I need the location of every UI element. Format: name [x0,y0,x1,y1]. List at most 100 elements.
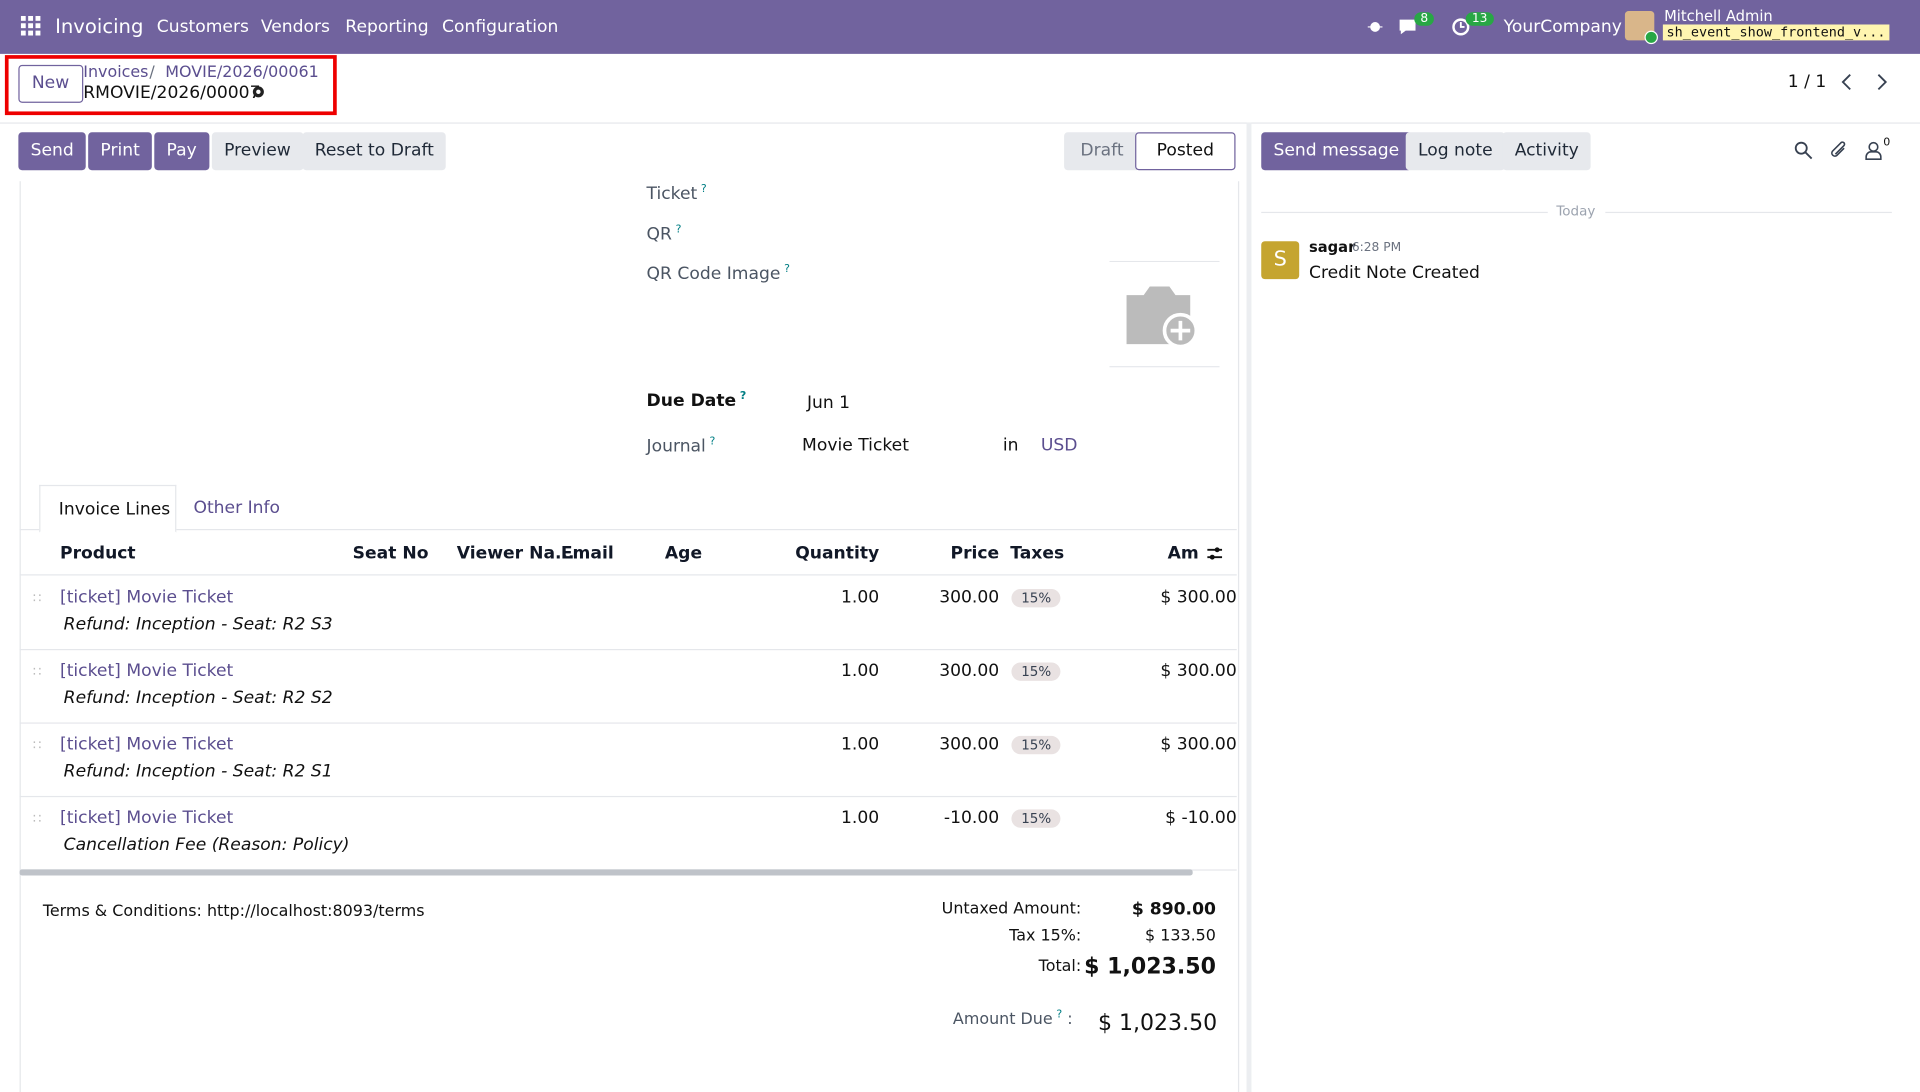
column-header[interactable]: Email [560,543,614,564]
message-body: Credit Note Created [1308,263,1480,283]
messages-badge: 8 [1414,12,1435,26]
currency[interactable]: USD [1040,435,1078,456]
action-button[interactable]: Print [88,132,153,171]
tooltip[interactable]: ? [739,390,747,403]
drag-handle[interactable]: ∷ [33,590,42,607]
tooltip[interactable]: ? [700,183,707,196]
followers-count: 0 [1883,137,1891,150]
breadcrumb[interactable]: Invoices [83,63,149,83]
total-label: Total: [1038,957,1082,976]
new-button[interactable]: New [18,64,83,103]
column-header[interactable]: Viewer Na... [456,543,575,564]
tab[interactable]: Other Info [193,498,281,518]
scrollbar [1246,122,1252,1092]
chatter-button[interactable]: Log note [1405,132,1505,171]
total-value: $ 1,023.50 [1097,1010,1218,1036]
drag-handle[interactable]: ∷ [33,663,42,680]
menu[interactable]: Customers [156,17,249,37]
gear-icon[interactable] [251,84,266,99]
price: 300.00 [939,734,1000,755]
attachment-icon[interactable] [1829,141,1849,161]
navbar: Invoicing Customers Vendors Reporting Co… [0,0,1920,54]
author-avatar[interactable]: S [1261,241,1300,280]
total-label: Amount Due? : [953,1009,1073,1029]
label-text: QR Code Image [646,264,781,284]
column-header[interactable]: Price [950,543,1000,564]
company[interactable]: YourCompany [1503,17,1622,37]
column-settings[interactable] [1206,545,1223,562]
row-divider [19,648,1237,651]
presence [1644,30,1658,45]
action-button[interactable]: Preview [211,132,304,171]
form-sheet [19,181,1240,1092]
column-header[interactable]: Quantity [795,543,880,564]
followers-icon[interactable] [1865,141,1882,161]
field-label: Due Date? [647,391,747,411]
row-divider [19,722,1237,724]
action-button[interactable]: Pay [154,132,210,171]
date-separator: Today [1556,203,1596,220]
description: Refund: Inception - Seat: R2 S3 [63,614,333,635]
menu[interactable]: Configuration [442,17,559,37]
column-header[interactable]: Am [1167,543,1199,564]
action-button[interactable]: Send [18,132,87,171]
quantity: 1.00 [841,587,880,608]
author[interactable]: sagar [1308,238,1356,256]
row-divider [19,795,1237,798]
tax: 15% [1011,662,1061,681]
product[interactable]: [ticket] Movie Ticket [60,661,234,681]
journal: Movie Ticket [802,435,909,456]
tooltip[interactable]: ? [1056,1008,1063,1022]
menu[interactable]: Vendors [260,17,330,37]
database: sh_event_show_frontend_v... [1662,24,1890,41]
terms: Terms & Conditions: http://localhost:809… [42,902,425,921]
column-header[interactable]: Age [664,543,703,564]
description: Cancellation Fee (Reason: Policy) [63,835,350,855]
messages-icon[interactable] [1397,17,1419,37]
price: -10.00 [943,808,1000,828]
column-header[interactable]: Taxes [1010,543,1065,564]
due-date: Jun 1 [806,393,851,413]
product[interactable]: [ticket] Movie Ticket [60,734,234,755]
divider [1605,211,1892,214]
column-header[interactable]: Seat No [352,543,429,564]
price: 300.00 [939,587,1000,608]
field-label: QR Code Image? [647,263,790,283]
image-placeholder[interactable] [1109,260,1220,368]
highlight-box [4,55,337,116]
app-name[interactable]: Invoicing [55,14,144,38]
drag-handle[interactable]: ∷ [33,810,42,827]
user-name[interactable]: Mitchell Admin [1664,7,1773,25]
debug-icon[interactable] [1367,17,1384,34]
quantity: 1.00 [841,734,880,755]
action-button[interactable]: Reset to Draft [302,132,447,171]
status-draft[interactable]: Draft [1064,132,1141,171]
total-value: $ 1,023.50 [1084,953,1216,980]
product[interactable]: [ticket] Movie Ticket [60,587,234,608]
tooltip[interactable]: ? [675,224,682,237]
description: Refund: Inception - Seat: R2 S2 [63,688,333,708]
pager-arrows[interactable] [1837,72,1892,92]
chatter-button[interactable]: Send message [1261,132,1412,171]
drag-handle[interactable]: ∷ [33,737,42,754]
breadcrumb[interactable]: MOVIE/2026/00061 [165,63,319,83]
tab-active[interactable]: Invoice Lines [39,484,177,533]
total-value: $ 890.00 [1131,900,1216,920]
status-posted[interactable]: Posted [1135,132,1236,171]
menu[interactable]: Reporting [345,17,429,37]
search-icon[interactable] [1794,141,1814,161]
product[interactable]: [ticket] Movie Ticket [60,808,234,828]
divider [0,122,1920,124]
journal-in: in [1002,435,1019,456]
divider [1261,211,1548,214]
activity-icon[interactable] [1451,17,1471,37]
tooltip[interactable]: ? [784,263,790,276]
pager: 1 / 1 [1787,72,1827,92]
chatter-button[interactable]: Activity [1502,132,1592,171]
tooltip[interactable]: ? [709,435,716,449]
apps-icon[interactable] [20,15,42,37]
message-time: 6:28 PM [1351,241,1402,255]
h-scrollbar [19,869,1193,876]
field-label: QR? [647,224,682,244]
column-header[interactable]: Product [60,543,136,564]
